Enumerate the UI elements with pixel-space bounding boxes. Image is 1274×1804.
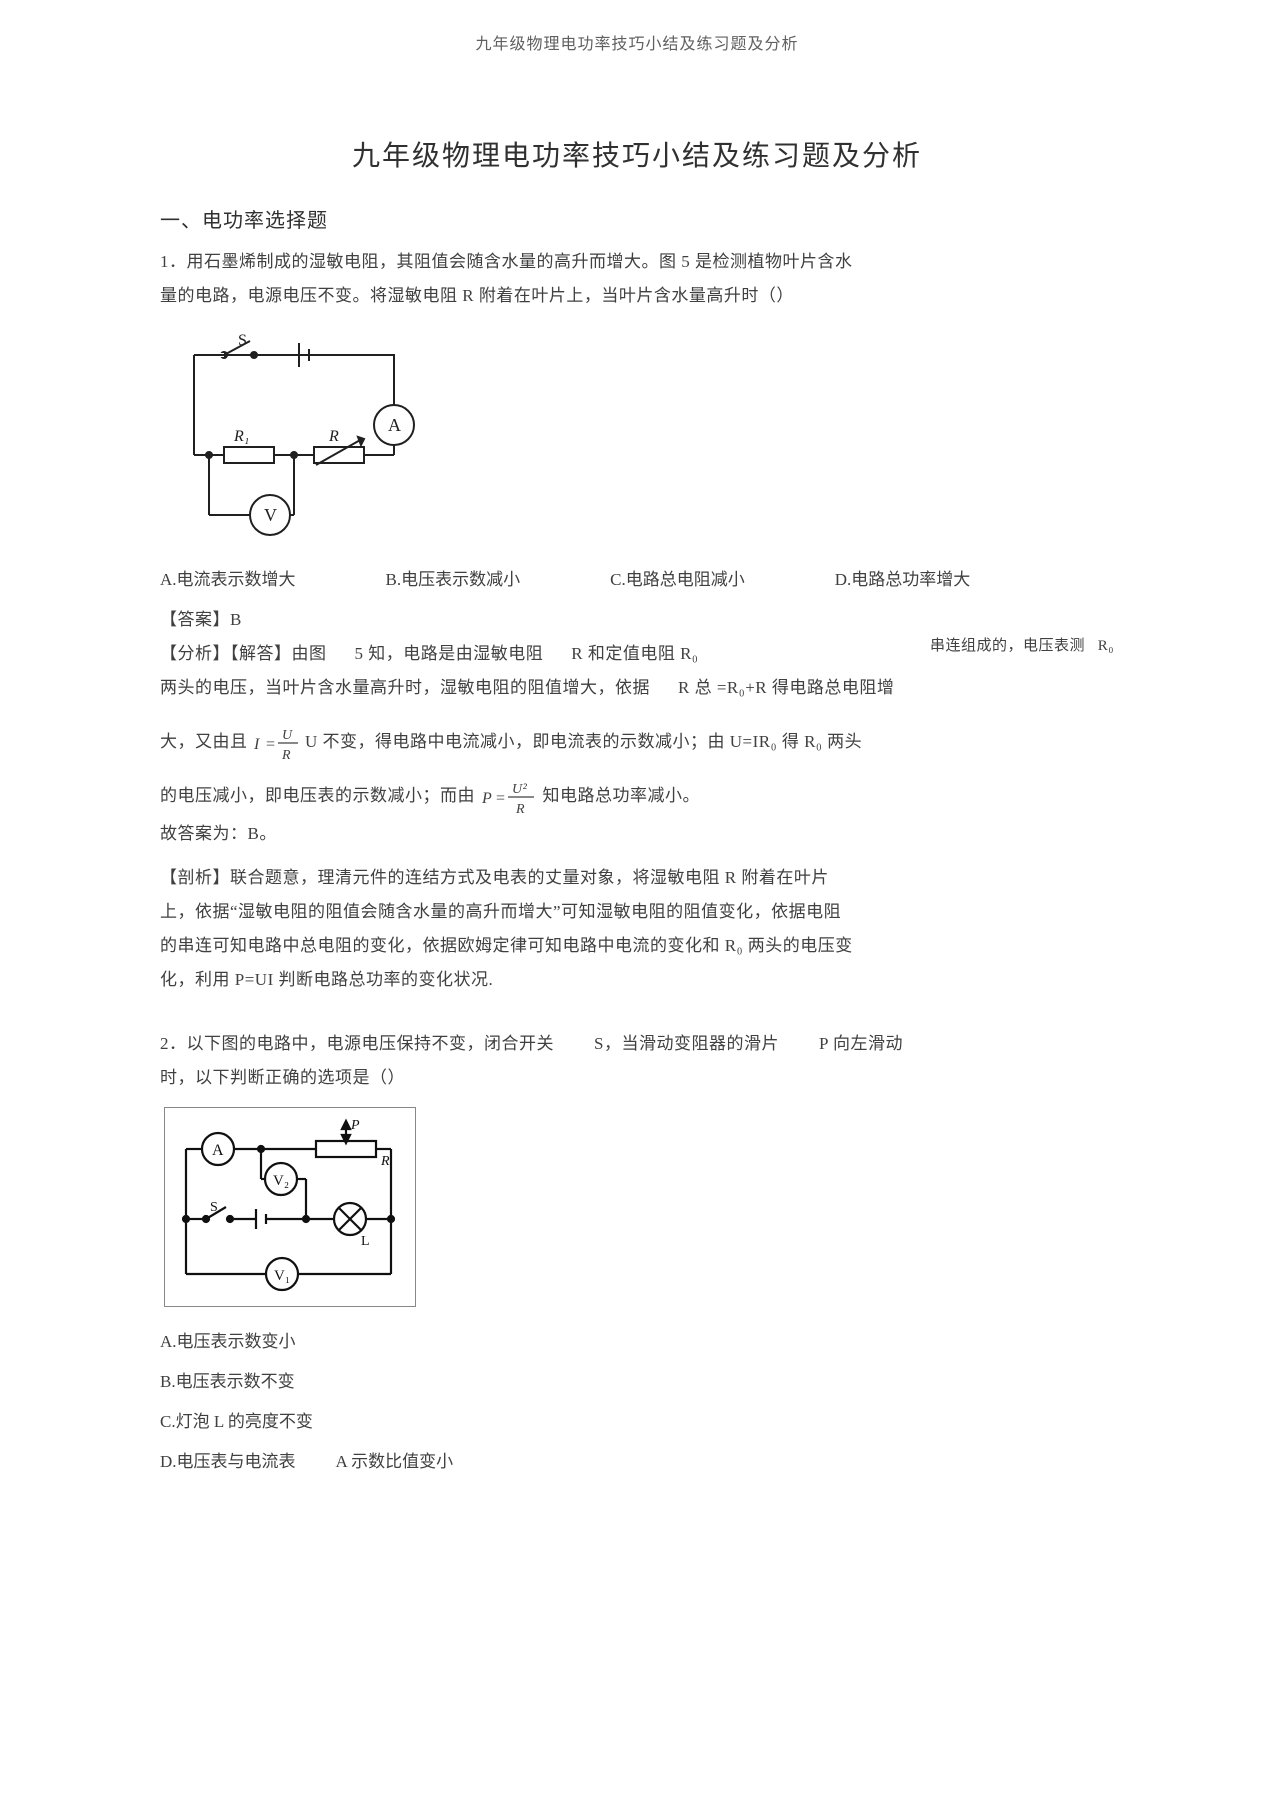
circuit-diagram-1: S A R₁ R V [164,325,424,545]
svg-text:=: = [496,790,506,807]
q1-option-A: A.电流表示数增大 [160,563,296,597]
q2-number: 2． [160,1034,187,1053]
q1-px-l1: 【剖析】联合题意，理清元件的连结方式及电表的丈量对象，将湿敏电阻 R 附着在叶片 [160,861,1114,895]
q1-analysis-l1: 【分析】【解答】由图 5 知，电路是由湿敏电阻 R 和定值电阻 R₀ 串连组成的… [160,637,1114,671]
label-R1: R₁ [233,428,249,445]
q1-ana-l4-pre: 的电压减小，即电压表的示数减小；而由 [160,786,475,805]
svg-text:U²: U² [512,782,528,797]
q1-options: A.电流表示数增大 B.电压表示数减小 C.电路总电阻减小 D.电路总功率增大 [160,563,1114,597]
q1-circuit-figure: S A R₁ R V [164,325,1114,545]
svg-text:R: R [515,802,525,817]
q1-analysis-l4: 的电压减小，即电压表的示数减小；而由 P = U² R 知电路总功率减小。 [160,777,1114,817]
svg-text:R: R [281,748,291,763]
label-V: V [264,505,277,525]
q2-option-B: B.电压表示数不变 [160,1365,1114,1399]
svg-text:I: I [253,736,260,753]
q1-stem-line2: 量的电路，电源电压不变。将湿敏电阻 R 附着在叶片上，当叶片含水量高升时（） [160,279,1114,313]
q1-ana-aside2: R₀ [1098,638,1114,654]
q1-ana-aside1: 串连组成的，电压表测 [930,638,1085,654]
q1-analysis-l2: 两头的电压，当叶片含水量高升时，湿敏电阻的阻值增大，依据 R 总 =R₀+R 得… [160,671,1114,705]
label-L: L [361,1234,370,1249]
q1-ana-l1a: 【分析】【解答】由图 [160,637,327,671]
q1-analysis-l3: 大，又由且 I = U R U 不变，得电路中电流减小，即电流表的示数减小；由 … [160,723,1114,763]
q1-option-C: C.电路总电阻减小 [610,563,745,597]
q1-ana-l2a: 两头的电压，当叶片含水量高升时，湿敏电阻的阻值增大，依据 [160,671,650,705]
q1-ana-l3-pre: 大，又由且 [160,732,248,751]
q1-option-B: B.电压表示数减小 [386,563,521,597]
q2-option-D-b: A 示数比值变小 [336,1445,454,1479]
q1-ana-l3-post: U 不变，得电路中电流减小，即电流表的示数减小；由 U=IR₀ 得 R₀ 两头 [305,732,862,751]
q2-text-l1b: S，当滑动变阻器的滑片 [594,1027,779,1061]
q2-option-A: A.电压表示数变小 [160,1325,1114,1359]
q1-px-l3: 的串连可知电路中总电阻的变化，依据欧姆定律可知电路中电流的变化和 R₀ 两头的电… [160,929,1114,963]
q1-px-l2: 上，依据“湿敏电阻的阻值会随含水量的高升而增大”可知湿敏电阻的阻值变化，依据电阻 [160,895,1114,929]
section-heading: 一、电功率选择题 [160,204,1114,233]
label-P: P [350,1118,360,1133]
q1-ana-l2b: R 总 =R₀+R 得电路总电阻增 [678,671,894,705]
q2-circuit-figure: A V₂ V₁ P R L S [164,1107,416,1307]
q1-number: 1． [160,252,187,271]
label-S2: S [210,1200,218,1215]
svg-text:=: = [266,736,276,753]
page-header: 九年级物理电功率技巧小结及练习题及分析 [160,30,1114,54]
label-S: S [238,332,247,349]
label-V2: V₂ [273,1173,289,1189]
q2-stem-line1: 2．以下图的电路中，电源电压保持不变，闭合开关 S，当滑动变阻器的滑片 P 向左… [160,1027,1114,1061]
q2-text-l1a: 以下图的电路中，电源电压保持不变，闭合开关 [187,1034,555,1053]
label-A2: A [212,1142,224,1159]
q1-px-l4: 化，利用 P=UI 判断电路总功率的变化状况. [160,963,1114,997]
label-R: R [328,428,339,445]
label-A: A [388,415,401,435]
q1-stem-line1: 1．用石墨烯制成的湿敏电阻，其阻值会随含水量的高升而增大。图 5 是检测植物叶片… [160,245,1114,279]
label-V1: V₁ [274,1268,290,1284]
formula-I-eq-U-over-R: I = U R [252,723,300,763]
q2-text-l1c: P 向左滑动 [819,1027,903,1061]
q2-option-D-a: D.电压表与电流表 [160,1445,296,1479]
label-R2: R [380,1154,390,1169]
q1-ana-l1c: R 和定值电阻 R₀ [571,637,698,671]
q2-options: A.电压表示数变小 B.电压表示数不变 C.灯泡 L 的亮度不变 D.电压表与电… [160,1325,1114,1479]
formula-P-eq-U2-over-R: P = U² R [480,777,538,817]
doc-title: 九年级物理电功率技巧小结及练习题及分析 [160,134,1114,174]
q1-answer: 【答案】B [160,603,1114,637]
q1-ana-l1b: 5 知，电路是由湿敏电阻 [355,637,544,671]
q1-ana-l4-post: 知电路总功率减小。 [543,786,701,805]
svg-text:U: U [282,728,293,743]
q2-stem-line2: 时，以下判断正确的选项是（） [160,1061,1114,1095]
q2-option-C: C.灯泡 L 的亮度不变 [160,1405,1114,1439]
q1-option-D: D.电路总功率增大 [835,563,971,597]
q1-text-l1: 用石墨烯制成的湿敏电阻，其阻值会随含水量的高升而增大。图 5 是检测植物叶片含水 [187,252,853,271]
circuit-diagram-2: A V₂ V₁ P R L S [166,1109,414,1305]
svg-text:P: P [481,790,492,807]
q1-analysis-l5: 故答案为：B。 [160,817,1114,851]
